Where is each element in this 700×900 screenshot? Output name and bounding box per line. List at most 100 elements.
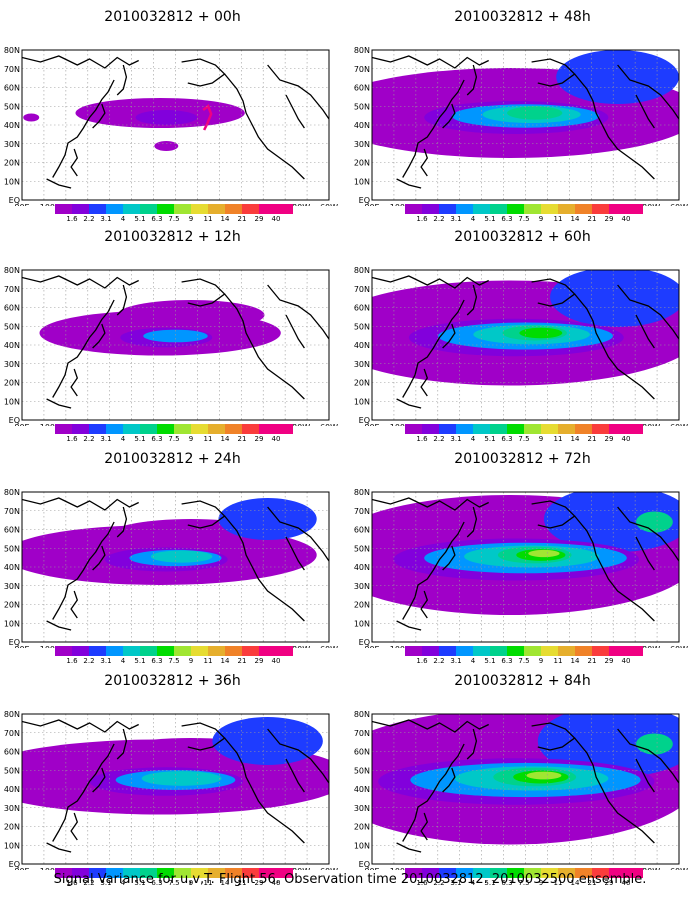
coastline [635,758,655,793]
colorbar-label: 6.3 [151,879,163,887]
coastline [267,64,329,120]
variance-shading [150,550,213,563]
colorbar-label: 5.1 [484,215,496,223]
colorbar-swatch [422,204,439,214]
colorbar-swatch [558,424,575,434]
map-frame [371,49,680,201]
colorbar-swatch [208,646,225,656]
lat-tick-label: 20N [354,379,370,388]
colorbar-swatch [473,204,490,214]
lat-tick-label: 80N [4,46,20,55]
colorbar-label: 3.1 [100,435,112,443]
colorbar-swatch [89,868,106,878]
lat-tick-label: 50N [4,322,20,331]
colorbar-swatch [439,424,456,434]
colorbar-label: 5.1 [134,879,146,887]
colorbar-swatch [191,204,208,214]
panel-title: 2010032812 + 48h [454,9,591,25]
colorbar-label: 6.3 [151,657,163,665]
colorbar-label: 9 [188,435,194,443]
colorbar-swatch [208,204,225,214]
lat-tick-label: 40N [354,785,370,794]
colorbar-label: 7.5 [168,879,180,887]
lon-tick-label: 60W [320,645,338,648]
coastline [617,64,679,120]
coastline [52,521,115,620]
colorbar-swatch [123,424,140,434]
colorbar-label: 40 [271,879,281,887]
lat-tick-label: EQ [9,638,20,647]
coastline [92,103,106,129]
variance-shading [23,113,40,122]
colorbar-swatch [626,868,643,878]
coastline [574,515,655,622]
colorbar-label: 11 [553,657,563,665]
coastline [574,293,655,400]
forecast-panel: 2010032812 + 60h 80N 70N 60N 50N 40N 30N 20N 10N… [350,228,695,446]
lon-tick-label: 80E [14,203,29,206]
flight-track-contour [202,103,213,131]
colorbar-swatch [439,868,456,878]
coastline [267,728,329,784]
coastline [402,79,465,178]
coastline [402,521,465,620]
colorbar-label: 6.3 [151,215,163,223]
coastline [420,148,429,177]
lat-tick-label: 60N [4,84,20,93]
colorbar-swatch [626,204,643,214]
colorbar-swatch [225,868,242,878]
colorbar-swatch [541,424,558,434]
coastline [402,299,465,398]
colorbar-swatch [191,424,208,434]
colorbar-label: 7.5 [518,879,530,887]
variance-shading [154,141,179,151]
lon-tick-label: 100E [390,867,410,870]
colorbar-swatch [524,646,541,656]
colorbar-label: 40 [271,215,281,223]
colorbar-swatch [575,646,592,656]
colorbar-label: 9 [538,879,544,887]
coastline [70,590,79,619]
colorbar-label: 11 [203,435,213,443]
lon-tick-label: 80E [364,867,379,870]
coastline [22,719,139,733]
colorbar [55,204,293,214]
colorbar [405,424,643,434]
map-plot: 80N70N60N50N40N30N20N10NEQ80E100E120E140… [4,710,338,870]
coastline [420,590,429,619]
lon-tick-label: 100E [390,423,410,426]
colorbar-label: 3.1 [100,215,112,223]
colorbar-swatch [541,868,558,878]
colorbar-label: 2.2 [433,879,445,887]
colorbar-label: 40 [271,435,281,443]
coastline [574,737,655,844]
colorbar-labels: 1.6 2.2 3.1 4 5.1 6.3 7.5 9 11 14 21 29 40 [405,879,669,889]
colorbar [405,204,643,214]
lat-tick-label: 10N [354,177,370,186]
colorbar-swatch [72,868,89,878]
lat-tick-label: 60N [4,526,20,535]
colorbar-label: 14 [220,435,230,443]
colorbar-label: 21 [587,657,597,665]
colorbar-swatch [575,868,592,878]
coastline [442,767,456,793]
colorbar-label: 3.1 [450,215,462,223]
colorbar-label: 7.5 [518,435,530,443]
lat-tick-label: 20N [4,823,20,832]
lat-tick-label: 10N [4,619,20,628]
lon-tick-label: 80W [642,867,660,870]
lat-tick-label: 30N [4,360,20,369]
coastline [116,64,128,96]
colorbar-label: 4 [120,435,126,443]
colorbar-label: 1.6 [416,879,428,887]
coastline [224,515,305,622]
lon-tick-label: 60W [670,423,688,426]
colorbar-label: 11 [203,215,213,223]
colorbar-label: 6.3 [151,435,163,443]
coastline [466,284,478,316]
lat-tick-label: 40N [354,341,370,350]
map-plot: 80N70N60N50N40N30N20N10NEQ80E100E120E140… [354,266,688,426]
lat-tick-label: 50N [354,766,370,775]
lat-tick-label: 50N [354,322,370,331]
colorbar-swatch [242,646,259,656]
